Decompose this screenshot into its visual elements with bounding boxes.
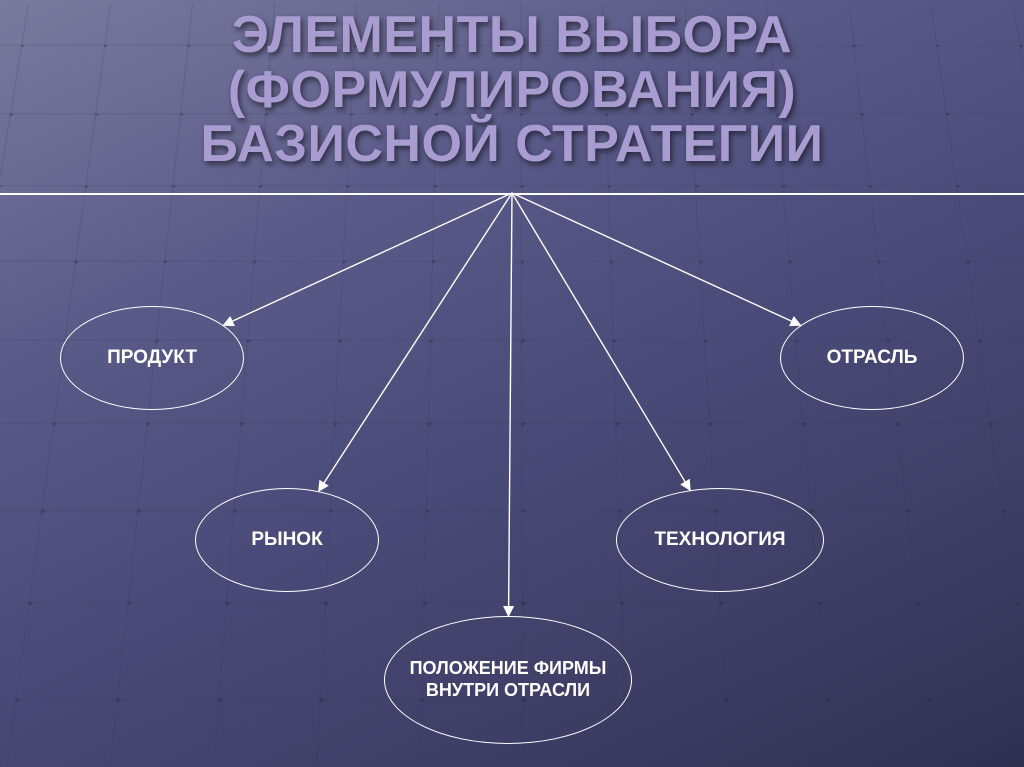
arrow-to-tech: [512, 193, 690, 490]
node-market: РЫНОК: [195, 488, 379, 592]
node-product: ПРОДУКТ: [60, 306, 244, 410]
title-line-1: ЭЛЕМЕНТЫ ВЫБОРА: [232, 6, 792, 64]
node-industry: ОТРАСЛЬ: [780, 306, 964, 410]
arrow-to-position: [509, 193, 512, 616]
node-industry-label: ОТРАСЛЬ: [827, 347, 918, 370]
node-position: ПОЛОЖЕНИЕ ФИРМЫ ВНУТРИ ОТРАСЛИ: [384, 616, 632, 744]
node-position-label: ПОЛОЖЕНИЕ ФИРМЫ ВНУТРИ ОТРАСЛИ: [395, 658, 621, 701]
arrow-to-industry: [512, 193, 801, 325]
node-market-label: РЫНОК: [251, 529, 322, 552]
slide-title: ЭЛЕМЕНТЫ ВЫБОРА (ФОРМУЛИРОВАНИЯ) БАЗИСНО…: [0, 8, 1024, 172]
node-tech-label: ТЕХНОЛОГИЯ: [654, 529, 785, 552]
arrow-to-market: [319, 193, 512, 491]
title-line-2: (ФОРМУЛИРОВАНИЯ): [228, 61, 796, 119]
node-tech: ТЕХНОЛОГИЯ: [616, 488, 824, 592]
title-line-3: БАЗИСНОЙ СТРАТЕГИИ: [200, 115, 823, 173]
horizontal-rule: [0, 193, 1024, 195]
arrow-to-product: [223, 193, 512, 325]
node-product-label: ПРОДУКТ: [107, 347, 197, 370]
